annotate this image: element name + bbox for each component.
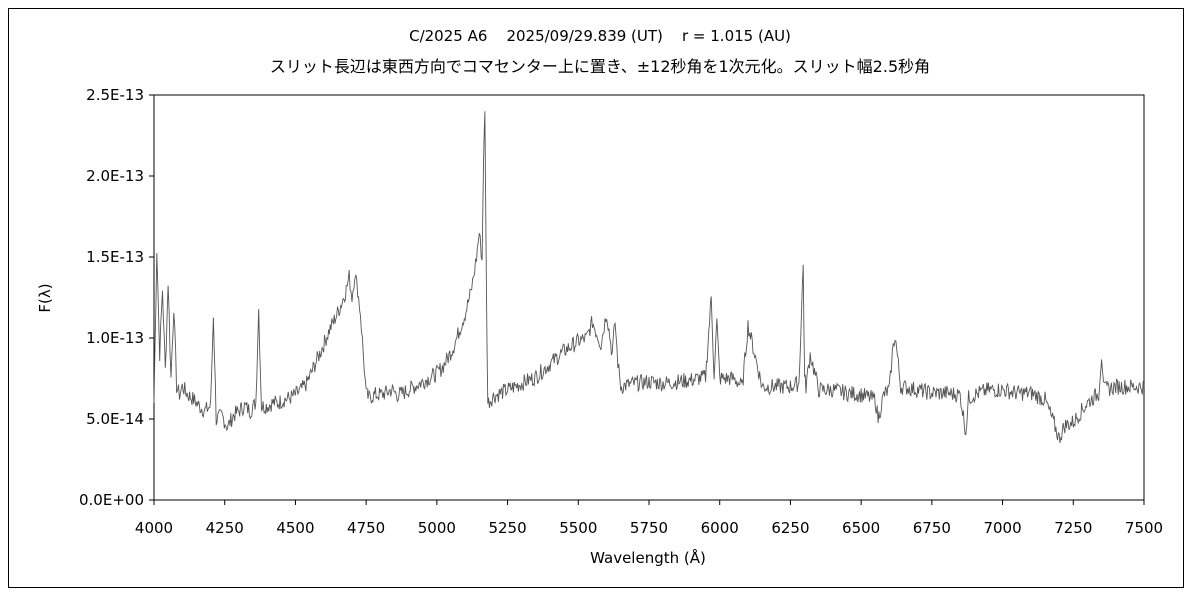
y-tick-label: 0.0E+00	[79, 491, 144, 509]
x-axis-label: Wavelength (Å)	[590, 548, 706, 567]
x-tick-label: 4250	[206, 519, 244, 537]
x-tick-label: 7000	[983, 519, 1021, 537]
chart-subtitle: スリット長辺は東西方向でコマセンター上に置き、±12秒角を1次元化。スリット幅2…	[269, 57, 931, 76]
x-tick-label: 6250	[771, 519, 809, 537]
y-tick-label: 1.0E-13	[86, 329, 144, 347]
x-tick-label: 7250	[1054, 519, 1092, 537]
chart-frame	[8, 8, 1184, 588]
y-axis-label: F(λ)	[36, 283, 54, 312]
x-tick-label: 6500	[842, 519, 880, 537]
x-tick-label: 5500	[559, 519, 597, 537]
x-tick-label: 6750	[913, 519, 951, 537]
y-tick-label: 1.5E-13	[86, 248, 144, 266]
chart-title: C/2025 A6 2025/09/29.839 (UT) r = 1.015 …	[409, 27, 791, 45]
x-tick-label: 5250	[488, 519, 526, 537]
x-tick-label: 5000	[418, 519, 456, 537]
x-tick-label: 6000	[701, 519, 739, 537]
plot-border	[153, 94, 1145, 501]
x-tick-label: 4750	[347, 519, 385, 537]
spectrum-line	[153, 111, 1145, 443]
y-tick-label: 2.5E-13	[86, 86, 144, 104]
y-tick-label: 2.0E-13	[86, 167, 144, 185]
x-tick-label: 4500	[276, 519, 314, 537]
y-tick-label: 5.0E-14	[86, 410, 144, 428]
x-tick-label: 4000	[135, 519, 173, 537]
x-tick-label: 5750	[630, 519, 668, 537]
x-tick-label: 7500	[1125, 519, 1163, 537]
